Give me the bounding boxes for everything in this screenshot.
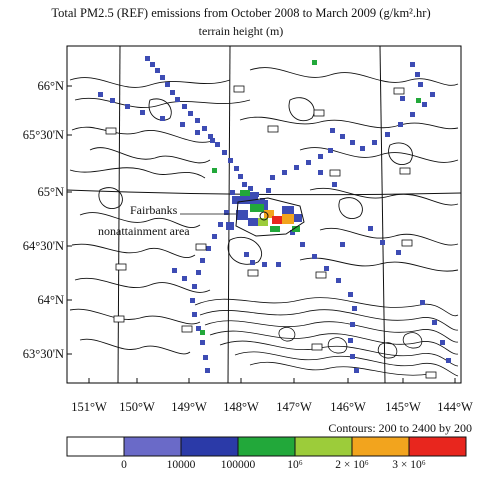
lon-label: 148°W [223, 400, 259, 414]
colorbar-bin-3 [237, 436, 296, 457]
colorbar-bin-6 [408, 436, 467, 457]
lon-label: 144°W [437, 400, 473, 414]
colorbar-bin-1 [123, 436, 182, 457]
colorbar-tick-label: 2 × 10⁶ [335, 459, 369, 471]
contours-note: Contours: 200 to 2400 by 200 [328, 421, 472, 435]
nonattainment-label: nonattainment area [98, 224, 190, 238]
colorbar-tick-label: 0 [121, 459, 127, 471]
colorbar-bin-2 [180, 436, 239, 457]
lat-label: 64°30'N [22, 239, 64, 253]
axis-ticks [67, 85, 456, 383]
lon-label: 149°W [171, 400, 207, 414]
lat-label: 65°N [37, 185, 64, 199]
terrain-contours [69, 67, 459, 355]
lon-label: 146°W [330, 400, 366, 414]
colorbar-tick-label: 100000 [220, 459, 256, 471]
colorbar-bin-0 [66, 436, 125, 457]
nonattainment-boundary [235, 197, 305, 237]
lat-label: 64°N [37, 293, 64, 307]
colorbar-tick-label: 10000 [166, 459, 196, 471]
colorbar-bin-4 [294, 436, 353, 457]
lat-label: 66°N [37, 79, 64, 93]
emission-hotspot [200, 60, 421, 335]
map-title: Total PM2.5 (REF) emissions from October… [51, 6, 431, 20]
colorbar-tick-label: 10⁶ [287, 459, 303, 471]
highway-markers [105, 85, 437, 379]
lon-label: 147°W [276, 400, 312, 414]
lon-label: 145°W [385, 400, 421, 414]
lon-label: 150°W [119, 400, 155, 414]
colorbar-tick-label: 3 × 10⁶ [392, 459, 426, 471]
lat-label: 63°30'N [22, 347, 64, 361]
lat-label: 65°30'N [22, 128, 64, 142]
colorbar [66, 436, 467, 457]
colorbar-bin-5 [351, 436, 410, 457]
lon-label: 151°W [71, 400, 107, 414]
map-subtitle: terrain height (m) [198, 24, 284, 38]
fairbanks-marker [259, 211, 269, 221]
fairbanks-label: Fairbanks [130, 203, 178, 217]
